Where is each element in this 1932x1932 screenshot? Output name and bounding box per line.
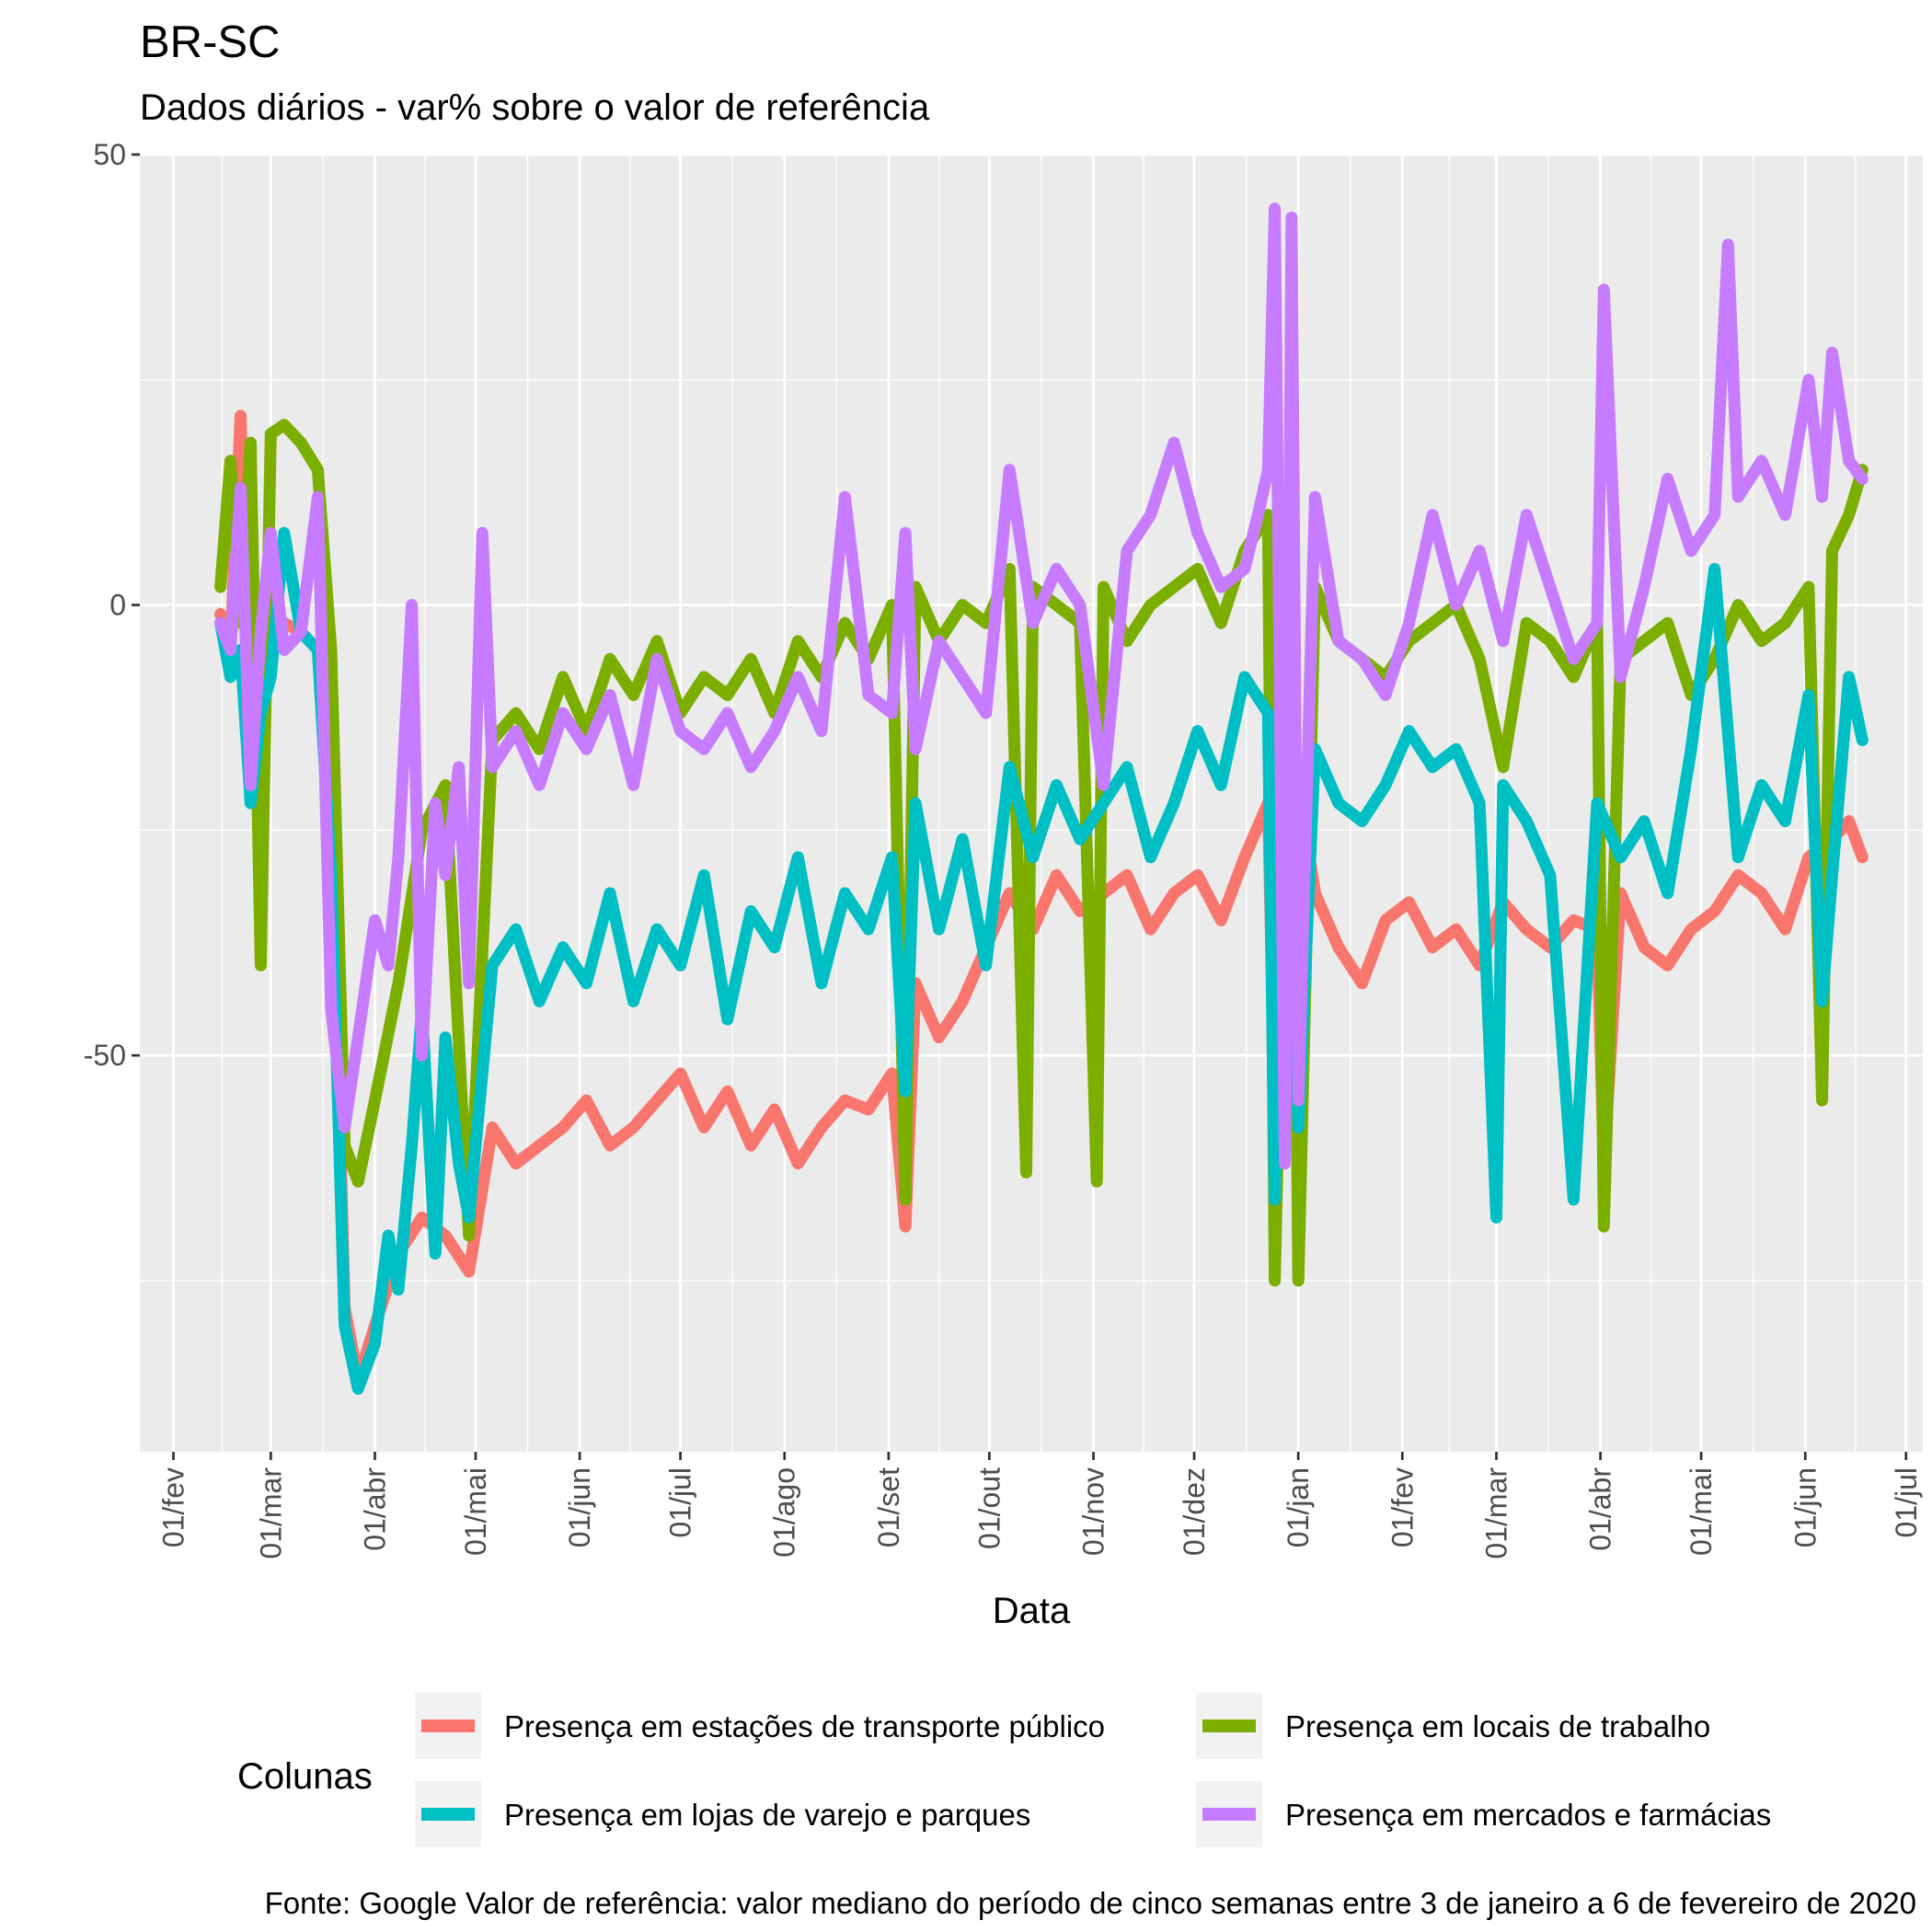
x-tick-label: 01/jun xyxy=(563,1467,596,1547)
x-tick-label: 01/jun xyxy=(1788,1467,1822,1547)
x-tick-label: 01/jul xyxy=(1890,1467,1923,1538)
x-axis: 01/fev 01/mar 01/abr 01/mai 01/jun 01/jul 01/a… xyxy=(156,1452,1923,1559)
chart-title: BR-SC xyxy=(140,17,280,67)
legend-title: Colunas xyxy=(237,1756,373,1797)
legend-label-retail: Presença em lojas de varejo e parques xyxy=(504,1798,1030,1832)
x-tick-label: 01/jul xyxy=(664,1467,697,1538)
x-tick-label: 01/abr xyxy=(1584,1467,1617,1551)
x-tick-label: 01/nov xyxy=(1077,1467,1110,1556)
legend-key-grocery xyxy=(1202,1808,1256,1821)
legend-key-transit xyxy=(421,1719,475,1732)
chart-subtitle: Dados diários - var% sobre o valor de re… xyxy=(140,87,930,128)
legend-label-workplaces: Presença em locais de trabalho xyxy=(1285,1709,1710,1743)
x-tick-label: 01/mar xyxy=(254,1467,287,1559)
x-tick-label: 01/jan xyxy=(1282,1467,1315,1547)
x-tick-label: 01/ago xyxy=(768,1467,801,1558)
y-tick-label: -50 xyxy=(84,1039,126,1072)
x-tick-label: 01/mar xyxy=(1479,1467,1512,1559)
x-tick-label: 01/out xyxy=(972,1467,1006,1549)
x-tick-label: 01/mai xyxy=(1685,1467,1718,1556)
legend-key-retail xyxy=(421,1808,475,1821)
series-lines xyxy=(214,202,1869,1395)
chart-caption: Fonte: Google Valor de referência: valor… xyxy=(265,1886,1916,1920)
x-tick-label: 01/mai xyxy=(459,1467,492,1556)
y-tick-label: 50 xyxy=(93,138,126,171)
x-axis-title: Data xyxy=(993,1591,1071,1631)
legend-label-transit: Presença em estações de transporte públi… xyxy=(504,1709,1105,1743)
series-line-grocery xyxy=(214,202,1869,1170)
series-line-retail xyxy=(214,526,1869,1395)
x-tick-label: 01/dez xyxy=(1178,1467,1211,1556)
x-tick-label: 01/fev xyxy=(156,1467,190,1547)
legend: Colunas Presença em estações de transpor… xyxy=(237,1693,1771,1847)
x-tick-label: 01/abr xyxy=(358,1467,391,1551)
legend-label-grocery: Presença em mercados e farmácias xyxy=(1285,1798,1771,1832)
y-axis: 50 0 -50 xyxy=(84,138,140,1072)
x-tick-label: 01/set xyxy=(872,1467,905,1547)
y-tick-label: 0 xyxy=(109,589,126,622)
x-tick-label: 01/fev xyxy=(1386,1467,1419,1547)
legend-key-workplaces xyxy=(1202,1719,1256,1732)
